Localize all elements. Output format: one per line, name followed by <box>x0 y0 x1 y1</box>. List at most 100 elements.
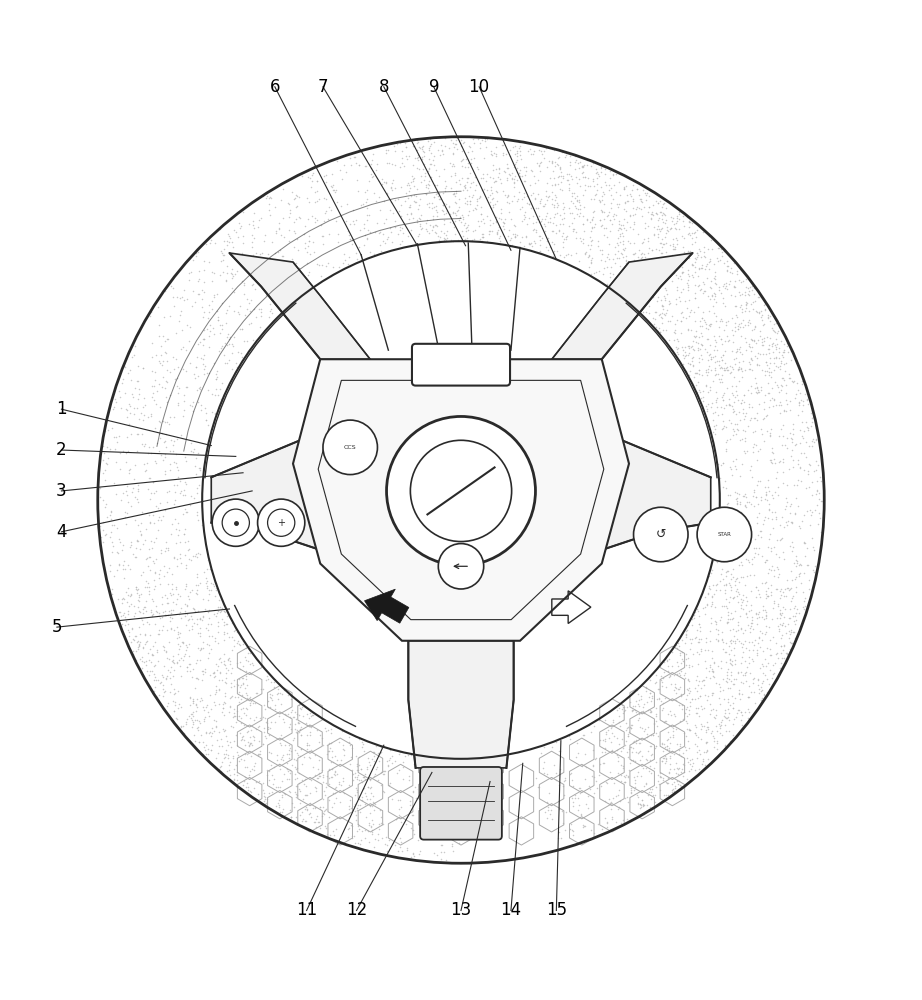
Point <box>257 710 272 726</box>
Point <box>358 184 372 200</box>
Point <box>745 651 760 667</box>
Point <box>649 738 664 754</box>
Point <box>610 243 625 259</box>
Point <box>656 301 670 317</box>
Point <box>110 544 124 560</box>
Point <box>318 802 333 818</box>
Point <box>792 568 807 584</box>
Point <box>717 546 732 562</box>
Point <box>190 273 205 289</box>
Point <box>423 131 438 147</box>
Point <box>203 561 218 577</box>
Point <box>267 674 282 690</box>
Point <box>304 743 319 759</box>
Point <box>593 242 608 258</box>
Point <box>604 720 619 736</box>
Point <box>715 374 730 390</box>
Point <box>688 313 703 329</box>
Point <box>232 654 247 670</box>
Point <box>201 616 216 632</box>
Point <box>528 214 543 230</box>
Point <box>550 156 564 172</box>
Point <box>664 220 679 236</box>
Point <box>151 426 166 442</box>
Point <box>616 699 631 715</box>
Point <box>194 690 208 706</box>
Point <box>529 155 544 171</box>
Point <box>641 763 656 779</box>
Point <box>224 660 239 676</box>
Point <box>171 397 186 413</box>
Point <box>564 765 579 781</box>
Point <box>272 220 287 236</box>
Point <box>578 771 593 787</box>
Point <box>300 255 314 271</box>
Point <box>733 274 748 290</box>
Point <box>243 292 258 308</box>
Point <box>350 769 365 785</box>
Point <box>131 533 146 549</box>
Point <box>745 278 760 294</box>
Point <box>711 282 726 298</box>
Point <box>193 381 207 397</box>
Point <box>786 416 801 432</box>
Point <box>664 249 679 265</box>
Point <box>754 683 769 699</box>
Point <box>709 294 724 310</box>
Point <box>427 189 442 205</box>
Point <box>148 453 162 469</box>
Point <box>237 769 252 785</box>
Point <box>124 534 138 550</box>
Point <box>293 783 308 799</box>
Point <box>339 213 354 229</box>
Point <box>719 723 734 739</box>
Point <box>786 588 800 604</box>
Point <box>115 371 130 387</box>
Point <box>359 194 373 210</box>
Point <box>769 341 784 357</box>
Point <box>585 204 600 220</box>
Point <box>620 268 634 284</box>
Point <box>514 199 529 215</box>
Point <box>589 165 604 181</box>
Point <box>315 228 330 244</box>
Point <box>777 342 792 358</box>
Point <box>181 588 195 604</box>
Point <box>727 389 742 405</box>
Point <box>234 218 249 234</box>
Point <box>507 174 522 190</box>
Point <box>220 337 235 353</box>
Point <box>668 324 682 340</box>
Point <box>606 266 621 282</box>
Point <box>228 266 242 282</box>
Point <box>449 753 464 769</box>
Point <box>661 742 676 758</box>
Point <box>552 743 567 759</box>
Point <box>545 155 560 171</box>
Point <box>518 163 533 179</box>
Point <box>641 743 656 759</box>
Point <box>209 678 224 694</box>
Point <box>163 609 178 625</box>
Point <box>672 665 687 681</box>
Point <box>698 606 713 622</box>
Point <box>530 200 545 216</box>
Point <box>183 497 197 513</box>
Point <box>595 217 609 233</box>
Point <box>160 695 175 711</box>
Point <box>724 632 739 648</box>
Point <box>540 799 555 815</box>
Point <box>223 754 238 770</box>
Point <box>265 281 279 297</box>
Point <box>733 299 748 315</box>
Point <box>715 641 730 657</box>
Point <box>803 517 818 533</box>
Point <box>695 310 710 326</box>
Point <box>782 623 797 639</box>
Point <box>706 739 721 755</box>
Point <box>746 439 761 455</box>
Point <box>756 337 771 353</box>
Point <box>208 235 223 251</box>
Point <box>621 794 635 810</box>
Point <box>764 670 779 686</box>
